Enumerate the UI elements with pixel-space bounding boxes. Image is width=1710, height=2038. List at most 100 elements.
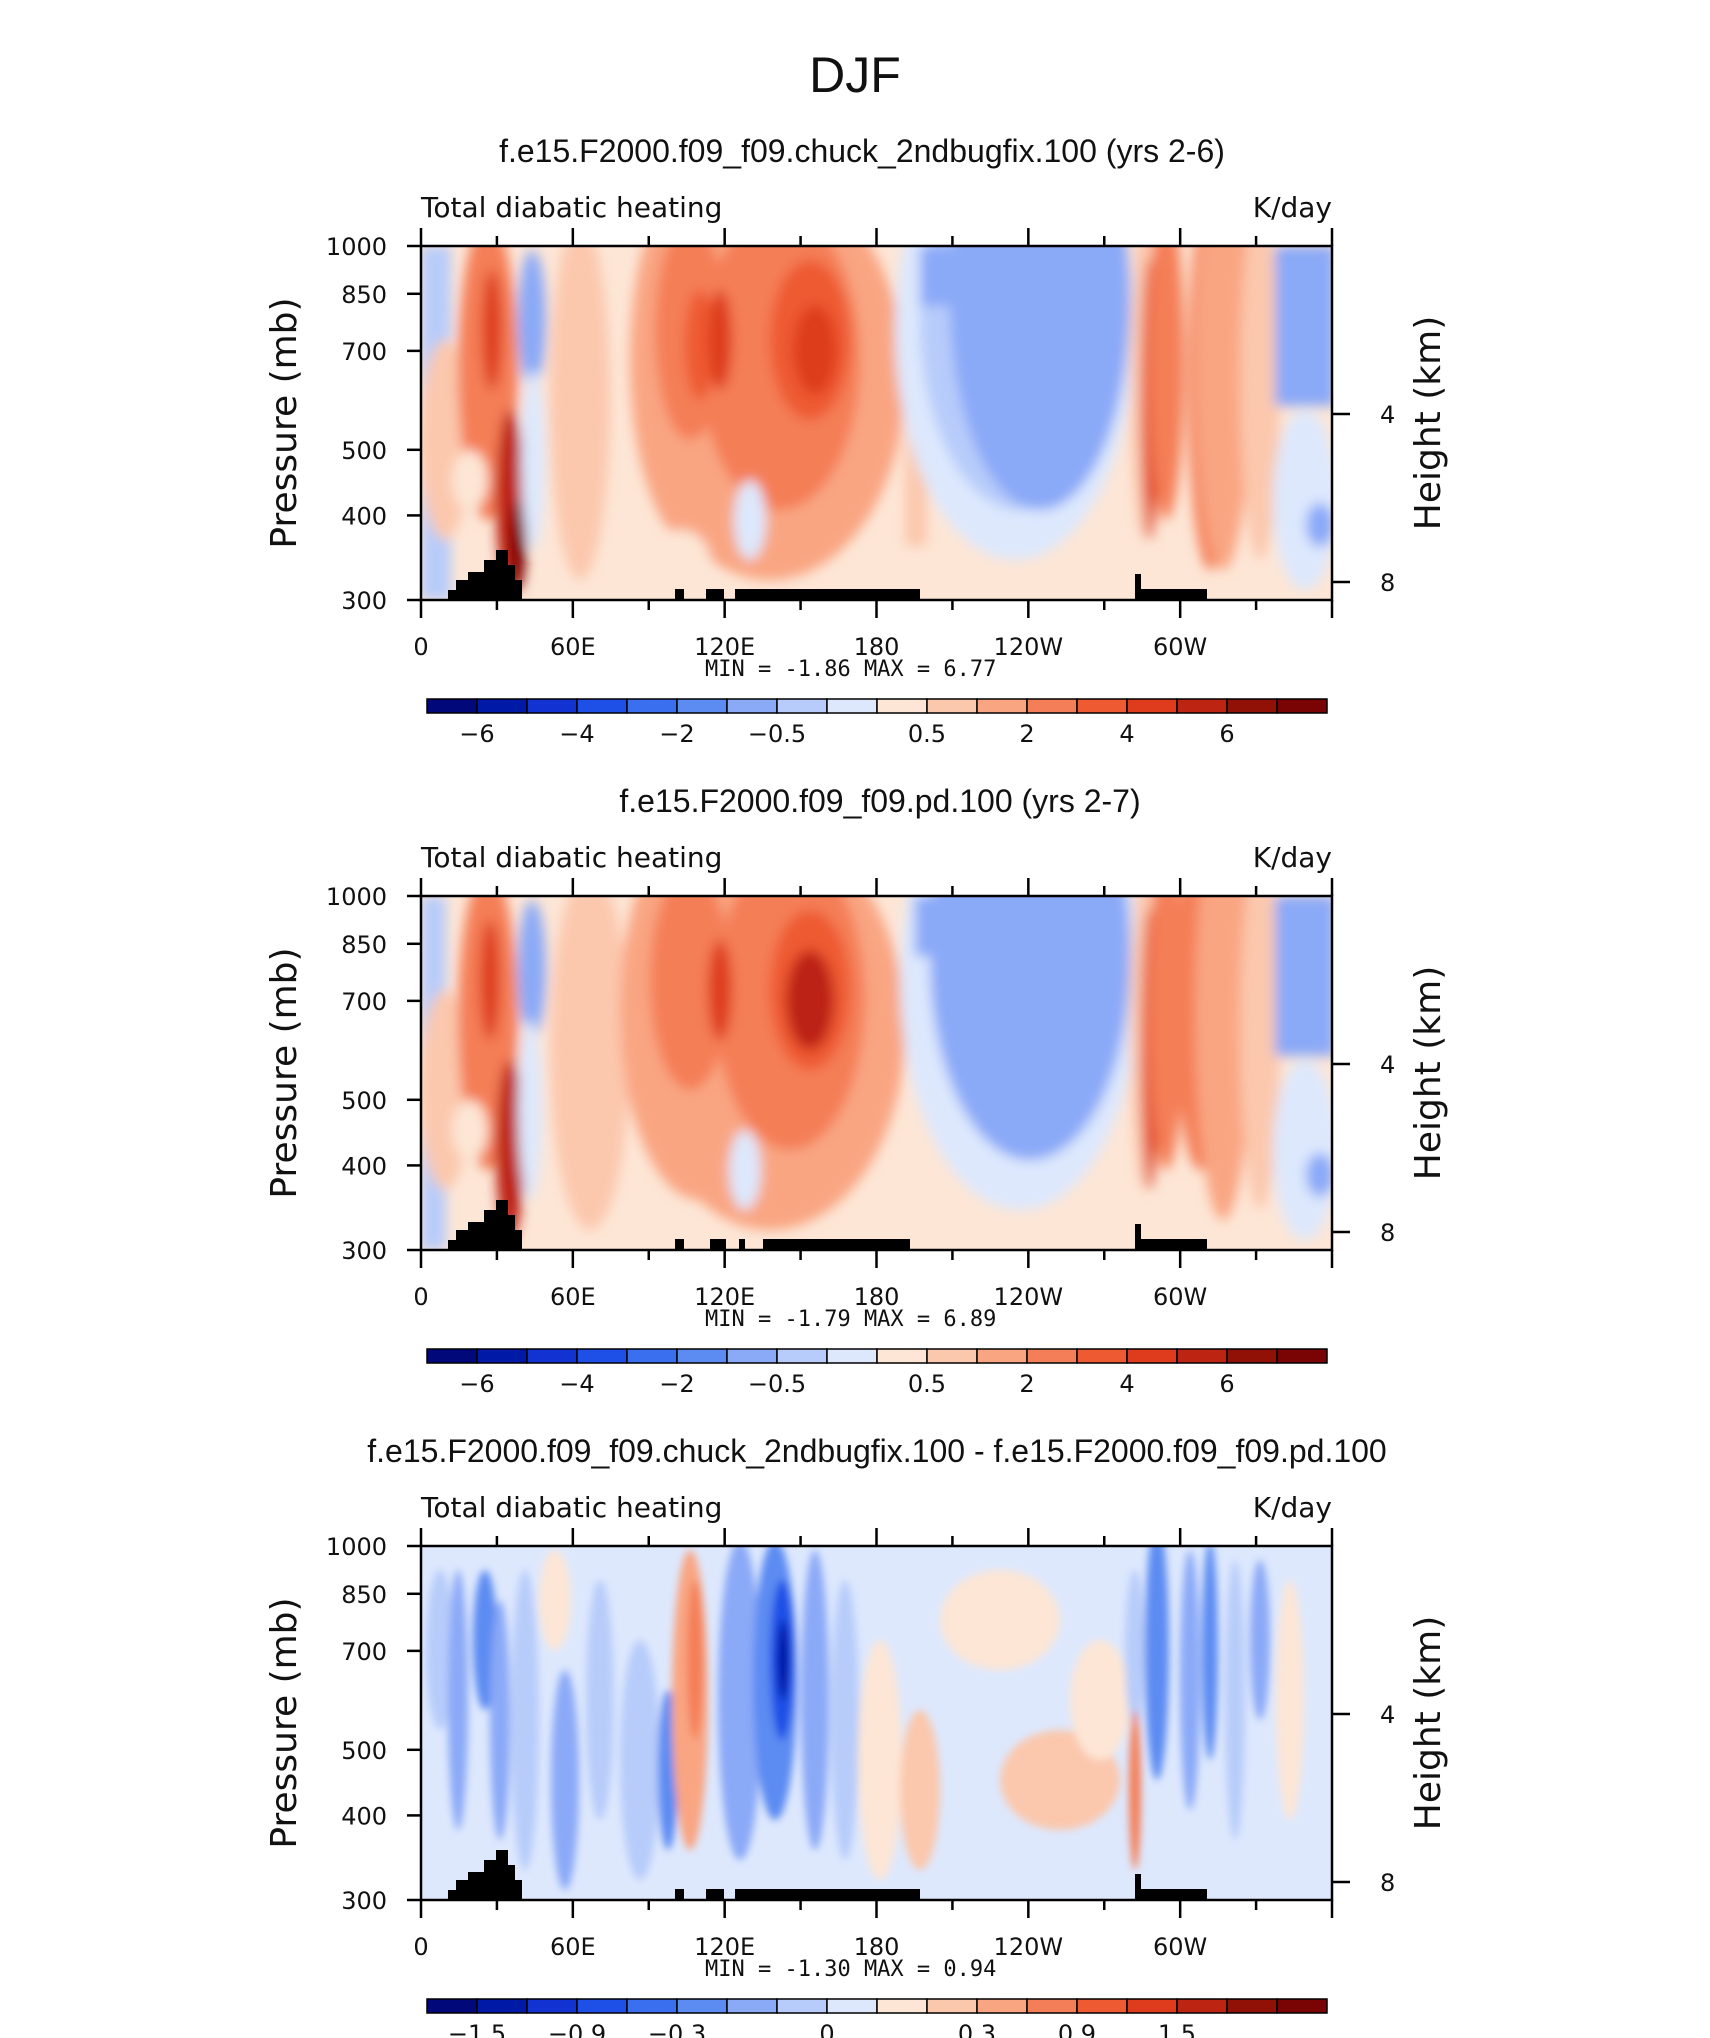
panel-2-y-tick-label: 1000	[326, 883, 387, 911]
panel-1-colorbar-bin	[1226, 698, 1278, 714]
panel-2-colorbar-bin	[426, 1348, 478, 1364]
panel-1-colorbar-label: 2	[1019, 720, 1034, 748]
panel-1-colorbar-bin	[926, 698, 978, 714]
panel-3-colorbar-bin	[1126, 1998, 1178, 2014]
panel-3-title: f.e15.F2000.f09_f09.chuck_2ndbugfix.100 …	[367, 1433, 1386, 1469]
panel-2-colorbar-label: −2	[659, 1370, 694, 1398]
panel-3-min-max-label: MIN = -1.30 MAX = 0.94	[705, 1957, 996, 1982]
panel-2-colorbar-bin	[876, 1348, 928, 1364]
panel-3-colorbar-bin	[826, 1998, 878, 2014]
panel-2-colorbar-bin	[926, 1348, 978, 1364]
panel-3-x-tick-label: 180	[854, 1933, 900, 1961]
panel-2-y-axis-title: Pressure (mb)	[264, 947, 305, 1198]
panel-3-y-tick-label: 700	[341, 1638, 387, 1666]
panel-1-colorbar-bin	[776, 698, 828, 714]
panel-2-colorbar-bin	[676, 1348, 728, 1364]
panel-1-y-axis-title: Pressure (mb)	[264, 297, 305, 548]
panel-1-y-tick-label: 1000	[326, 233, 387, 261]
panel-2-x-tick-label: 0	[413, 1283, 428, 1311]
panel-3-colorbar-bin	[926, 1998, 978, 2014]
panel-3-colorbar-bin	[576, 1998, 628, 2014]
panel-3-colorbar-bin	[1176, 1998, 1228, 2014]
panel-3-y-right-tick-label: 4	[1380, 1701, 1395, 1729]
panel-1-colorbar-label: 4	[1119, 720, 1134, 748]
panel-2-colorbar-bin	[1226, 1348, 1278, 1364]
main-title: DJF	[809, 47, 901, 103]
panel-3-y-tick-label: 400	[341, 1802, 387, 1830]
panel-3-colorbar-label: 0.9	[1058, 2020, 1096, 2038]
panel-3-colorbar-label: −0.3	[648, 2020, 706, 2038]
panel-1-x-tick-label: 120W	[994, 633, 1064, 661]
panel-2-colorbar-bin	[1026, 1348, 1078, 1364]
panel-3-colorbar-bin	[476, 1998, 528, 2014]
panel-2-colorbar-label: 2	[1019, 1370, 1034, 1398]
panel-1-y-tick-label: 400	[341, 502, 387, 530]
panel-2: f.e15.F2000.f09_f09.pd.100 (yrs 2-7) Tot…	[420, 783, 1332, 1250]
panel-2-colorbar-label: 4	[1119, 1370, 1134, 1398]
panel-1-title: f.e15.F2000.f09_f09.chuck_2ndbugfix.100 …	[499, 133, 1225, 169]
panel-2-colorbar-bin	[726, 1348, 778, 1364]
panel-2-colorbar-bin	[776, 1348, 828, 1364]
panel-3-colorbar-label: 0.3	[958, 2020, 996, 2038]
panel-3-colorbar-bin	[1226, 1998, 1278, 2014]
panel-3-topography	[448, 1850, 1207, 1900]
panel-2-y-right-tick-label: 4	[1380, 1051, 1395, 1079]
panel-3-colorbar-bin	[1276, 1998, 1328, 2014]
panel-1-colorbar-bin	[576, 698, 628, 714]
panel-2-colorbar-bin	[576, 1348, 628, 1364]
panel-3-x-tick-label: 60E	[550, 1933, 596, 1961]
panel-1-colorbar-bin	[676, 698, 728, 714]
panel-1-y-right-tick-label: 8	[1380, 569, 1395, 597]
panel-2-min-max-label: MIN = -1.79 MAX = 6.89	[705, 1307, 996, 1332]
panel-3-field	[421, 1546, 1332, 1900]
panel-1-colorbar-bin	[1076, 698, 1128, 714]
panel-2-y-right-tick-label: 8	[1380, 1219, 1395, 1247]
panel-1-x-tick-label: 0	[413, 633, 428, 661]
panel-3-colorbar-bin	[426, 1998, 478, 2014]
panel-2-x-tick-label: 120E	[694, 1283, 755, 1311]
panel-2-colorbar-label: 0.5	[908, 1370, 946, 1398]
panel-2-colorbar-label: −0.5	[748, 1370, 806, 1398]
panel-1-colorbar-bin	[1276, 698, 1328, 714]
panel-3-colorbar-bin	[726, 1998, 778, 2014]
panel-1-x-tick-label: 120E	[694, 633, 755, 661]
panel-1-colorbar-bin	[476, 698, 528, 714]
panel-1-colorbar-bin	[976, 698, 1028, 714]
panel-2-x-tick-label: 180	[854, 1283, 900, 1311]
panel-1-colorbar-label: −0.5	[748, 720, 806, 748]
panel-2-x-tick-label: 60E	[550, 1283, 596, 1311]
panel-1-colorbar-bin	[626, 698, 678, 714]
panel-3-colorbar-bin	[976, 1998, 1028, 2014]
panel-2-colorbar-label: −4	[559, 1370, 594, 1398]
panel-3-y-tick-label: 1000	[326, 1533, 387, 1561]
panel-1-colorbar-label: 6	[1219, 720, 1234, 748]
panel-1-colorbar-label: 0.5	[908, 720, 946, 748]
panel-1-field	[421, 246, 1332, 600]
panel-3-y-tick-label: 300	[341, 1887, 387, 1915]
panel-2-topography	[448, 1200, 1207, 1250]
panel-1-colorbar-label: −2	[659, 720, 694, 748]
panel-1-y-tick-label: 700	[341, 338, 387, 366]
panel-2-y-tick-label: 400	[341, 1152, 387, 1180]
panel-3: f.e15.F2000.f09_f09.chuck_2ndbugfix.100 …	[367, 1433, 1387, 1900]
panel-2-colorbar-bin	[826, 1348, 878, 1364]
panel-2-x-tick-label: 60W	[1153, 1283, 1207, 1311]
panel-3-colorbar-bin	[1076, 1998, 1128, 2014]
panel-2-colorbar-bin	[626, 1348, 678, 1364]
panel-1-x-tick-label: 60E	[550, 633, 596, 661]
panel-3-colorbar-label: 1.5	[1158, 2020, 1196, 2038]
panel-1-y-right-tick-label: 4	[1380, 401, 1395, 429]
panel-1-y-axis-title-right: Height (km)	[1408, 316, 1449, 530]
axes-layer: 300 400 500 700 850 1000 8 4 0 60E 120E 180 120W 60W P…	[264, 228, 1449, 2038]
panel-2-y-axis-title-right: Height (km)	[1408, 966, 1449, 1180]
panel-1-y-tick-label: 300	[341, 587, 387, 615]
panel-3-y-tick-label: 500	[341, 1737, 387, 1765]
panel-2-x-tick-label: 120W	[994, 1283, 1064, 1311]
panel-3-y-tick-label: 850	[341, 1581, 387, 1609]
panel-1-y-tick-label: 850	[341, 281, 387, 309]
panel-3-x-tick-label: 60W	[1153, 1933, 1207, 1961]
panel-1-x-tick-label: 180	[854, 633, 900, 661]
panel-2-y-tick-label: 300	[341, 1237, 387, 1265]
panel-3-y-axis-title: Pressure (mb)	[264, 1597, 305, 1848]
